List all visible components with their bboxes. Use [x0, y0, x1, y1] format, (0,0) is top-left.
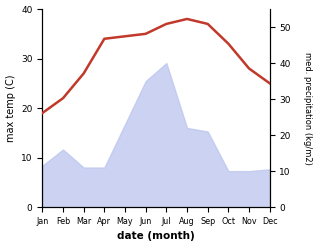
Y-axis label: max temp (C): max temp (C): [5, 74, 16, 142]
Y-axis label: med. precipitation (kg/m2): med. precipitation (kg/m2): [303, 52, 313, 165]
X-axis label: date (month): date (month): [117, 231, 195, 242]
